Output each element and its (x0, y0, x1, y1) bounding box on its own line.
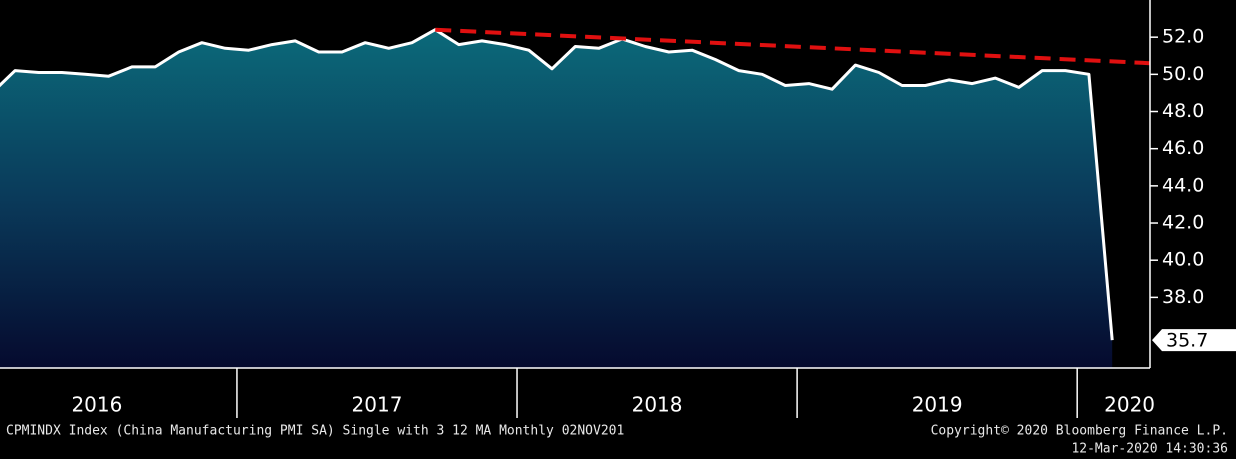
area-fill (0, 29, 1113, 368)
year-label: 2018 (632, 393, 683, 417)
last-value-box (1152, 329, 1236, 352)
y-tick-label: 44.0 (1162, 174, 1204, 196)
footer-time: 12-Mar-2020 14:30:36 (1071, 442, 1228, 457)
y-tick-label: 38.0 (1162, 286, 1204, 308)
year-label: 2017 (352, 393, 403, 417)
y-tick-label: 42.0 (1162, 212, 1204, 234)
plot (0, 27, 1150, 368)
y-tick-label: 52.0 (1162, 26, 1204, 48)
y-tick-label: 46.0 (1162, 137, 1204, 159)
footer-left: CPMINDX Index (China Manufacturing PMI S… (6, 424, 624, 439)
footer-right: Copyright© 2020 Bloomberg Finance L.P. (931, 424, 1228, 439)
line (0, 28, 1114, 341)
y-tick-label: 50.0 (1162, 63, 1204, 85)
year-label: 2019 (912, 393, 963, 417)
trendline (435, 27, 1150, 66)
y-tick-label: 40.0 (1162, 249, 1204, 271)
last-value-label: 35.7 (1166, 330, 1208, 352)
y-tick-label: 48.0 (1162, 100, 1204, 122)
year-label: 2016 (71, 393, 122, 417)
year-label: 2020 (1104, 393, 1155, 417)
